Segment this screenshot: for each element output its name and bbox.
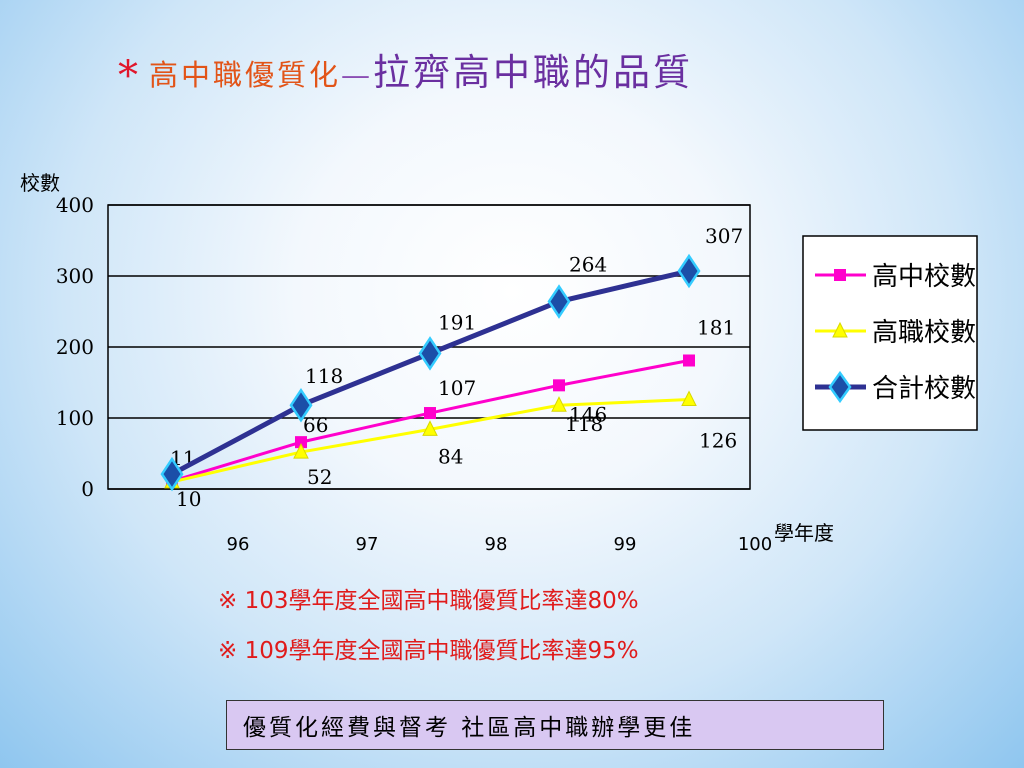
point-marker bbox=[160, 456, 184, 492]
title-subject: 高中職優質化 bbox=[149, 58, 342, 92]
note-103: ※ 103學年度全國高中職優質比率達80% bbox=[218, 588, 639, 614]
x-tick-label: 100 bbox=[738, 534, 772, 555]
legend-label: 合計校數 bbox=[872, 374, 976, 404]
slide-title: * 高中職優質化—拉齊高中職的品質 bbox=[118, 42, 693, 99]
data-label: 264 bbox=[569, 253, 607, 277]
y-tick-label: 0 bbox=[81, 477, 94, 501]
data-label: 118 bbox=[305, 364, 343, 388]
point-marker bbox=[418, 336, 442, 371]
x-axis-title: 學年度 bbox=[774, 521, 834, 545]
data-label: 307 bbox=[705, 224, 743, 248]
legend-label: 高職校數 bbox=[872, 318, 976, 348]
data-label: 146 bbox=[569, 402, 607, 426]
title-dash: — bbox=[341, 58, 374, 92]
summary-box: 優質化經費與督考 社區高中職辦學更佳 bbox=[226, 700, 884, 750]
legend-marker bbox=[834, 269, 846, 281]
data-label: 107 bbox=[438, 376, 476, 400]
x-tick-label: 97 bbox=[356, 534, 379, 555]
y-tick-label: 200 bbox=[56, 335, 94, 359]
data-label: 181 bbox=[697, 315, 735, 339]
legend-marker bbox=[832, 321, 848, 338]
data-label: 10 bbox=[176, 487, 201, 511]
legend-marker bbox=[828, 370, 852, 404]
data-label: 84 bbox=[438, 444, 463, 468]
point-marker bbox=[551, 396, 567, 412]
note-109: ※ 109學年度全國高中職優質比率達95% bbox=[218, 638, 639, 664]
data-label: 118 bbox=[565, 412, 603, 436]
point-marker bbox=[293, 442, 309, 459]
x-tick-label: 96 bbox=[227, 534, 250, 555]
data-label: 66 bbox=[303, 413, 328, 437]
data-label: 191 bbox=[438, 310, 476, 334]
legend-box bbox=[802, 235, 978, 431]
point-marker bbox=[683, 354, 695, 367]
y-axis-title: 校數 bbox=[20, 171, 60, 195]
point-marker bbox=[295, 436, 307, 449]
data-label: 52 bbox=[307, 465, 332, 489]
point-marker bbox=[677, 253, 701, 289]
point-marker bbox=[547, 284, 571, 319]
point-marker bbox=[553, 379, 565, 392]
point-marker bbox=[289, 387, 313, 423]
title-bullet: * bbox=[118, 53, 141, 99]
x-tick-label: 99 bbox=[614, 534, 637, 555]
point-marker bbox=[422, 420, 438, 436]
y-tick-label: 400 bbox=[56, 193, 94, 217]
series-line bbox=[170, 268, 690, 477]
legend-label: 高中校數 bbox=[872, 262, 976, 292]
data-label: 126 bbox=[699, 429, 737, 453]
point-marker bbox=[424, 407, 436, 420]
y-tick-label: 100 bbox=[56, 406, 94, 430]
y-tick-label: 300 bbox=[56, 264, 94, 288]
x-tick-label: 98 bbox=[485, 534, 508, 555]
point-marker bbox=[681, 390, 697, 407]
title-main: 拉齊高中職的品質 bbox=[373, 51, 694, 94]
